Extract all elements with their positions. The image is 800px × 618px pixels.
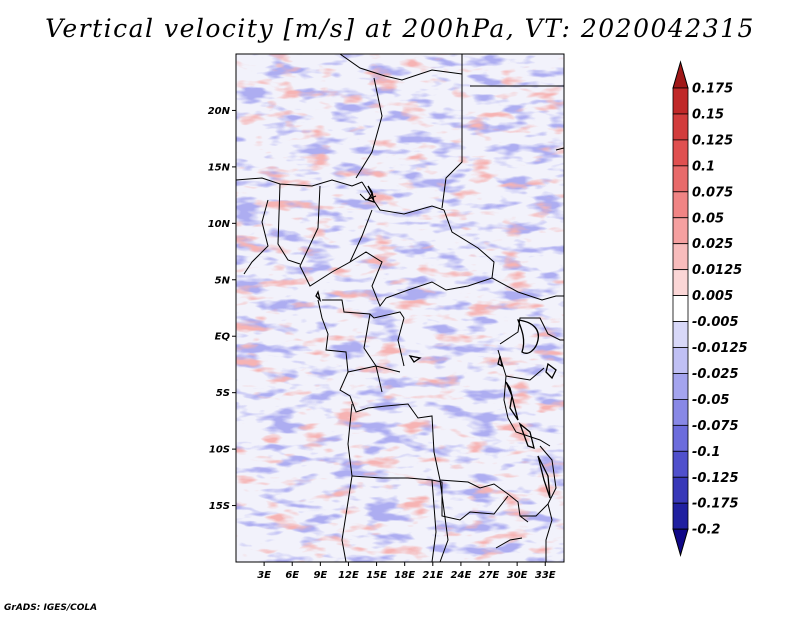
credit-text: GrADS: IGES/COLA [4, 603, 98, 613]
colorbar-swatch [672, 321, 689, 348]
country-borders [236, 54, 564, 562]
longitude-axis: 3E 6E 9E 12E 15E 18E 21E 24E 27E 30E 33E [257, 562, 556, 581]
colorbar-top-arrow [672, 60, 689, 89]
vertical-velocity-field [236, 54, 564, 562]
colorbar-swatch [672, 476, 689, 504]
colorbar-swatch [672, 243, 689, 271]
colorbar-label: -0.005 [692, 315, 739, 330]
lat-tick-label: 15S [209, 501, 230, 512]
lat-tick-label: 10S [209, 445, 230, 456]
colorbar-swatch [672, 269, 689, 296]
colorbar-label: 0.15 [692, 107, 724, 122]
lat-tick-label: 10N [208, 219, 231, 230]
colorbar-label: -0.0125 [692, 341, 748, 356]
lon-tick-label: 9E [313, 570, 327, 581]
lat-tick-label: EQ [215, 332, 231, 343]
lon-tick-label: 3E [257, 570, 271, 581]
lat-tick-label: 20N [208, 106, 231, 117]
colorbar-swatch [672, 502, 689, 530]
colorbar: 0.175 0.15 0.125 0.1 0.075 0.05 0.025 0.0125 0.0… [672, 60, 748, 557]
lon-tick-label: 15E [366, 570, 387, 581]
colorbar-label: -0.175 [692, 497, 739, 512]
lon-tick-label: 24E [451, 570, 472, 581]
colorbar-swatch [672, 165, 689, 193]
lon-tick-label: 6E [285, 570, 299, 581]
lon-tick-label: 12E [338, 570, 359, 581]
lon-tick-label: 33E [535, 570, 556, 581]
colorbar-label: 0.05 [692, 211, 724, 226]
colorbar-swatch [672, 113, 689, 141]
colorbar-swatch [672, 295, 689, 322]
colorbar-swatch [672, 87, 689, 115]
colorbar-label: 0.005 [692, 289, 733, 304]
colorbar-label: 0.025 [692, 237, 733, 252]
colorbar-label: 0.0125 [692, 263, 742, 278]
colorbar-swatch [672, 398, 689, 426]
colorbar-swatch [672, 450, 689, 478]
colorbar-label: 0.125 [692, 133, 733, 148]
colorbar-swatch [672, 139, 689, 167]
lon-tick-label: 30E [507, 570, 528, 581]
colorbar-swatch [672, 373, 689, 400]
colorbar-label: -0.025 [692, 367, 739, 382]
colorbar-label: 0.1 [692, 159, 715, 174]
colorbar-label: 0.175 [692, 82, 733, 97]
colorbar-swatch [672, 191, 689, 219]
lon-tick-label: 21E [422, 570, 443, 581]
colorbar-bottom-arrow [672, 528, 689, 557]
colorbar-label: -0.1 [692, 445, 720, 460]
colorbar-label: -0.2 [692, 523, 720, 538]
lat-tick-label: 5N [215, 275, 231, 286]
colorbar-swatch [672, 424, 689, 452]
map-title: Vertical velocity [m/s] at 200hPa, VT: 2… [45, 14, 755, 43]
colorbar-label: -0.05 [692, 393, 729, 408]
colorbar-label: -0.125 [692, 471, 739, 486]
lakes [315, 185, 557, 499]
lat-tick-label: 15N [208, 162, 231, 173]
lon-tick-label: 18E [394, 570, 415, 581]
map-frame [235, 53, 565, 563]
lat-tick-label: 5S [216, 388, 230, 399]
colorbar-swatch [672, 217, 689, 245]
lon-tick-label: 27E [479, 570, 500, 581]
colorbar-label: -0.075 [692, 419, 739, 434]
latitude-axis: 20N 15N 10N 5N EQ 5S 10S 15S [208, 106, 236, 512]
colorbar-swatch [672, 347, 689, 374]
colorbar-label: 0.075 [692, 185, 733, 200]
